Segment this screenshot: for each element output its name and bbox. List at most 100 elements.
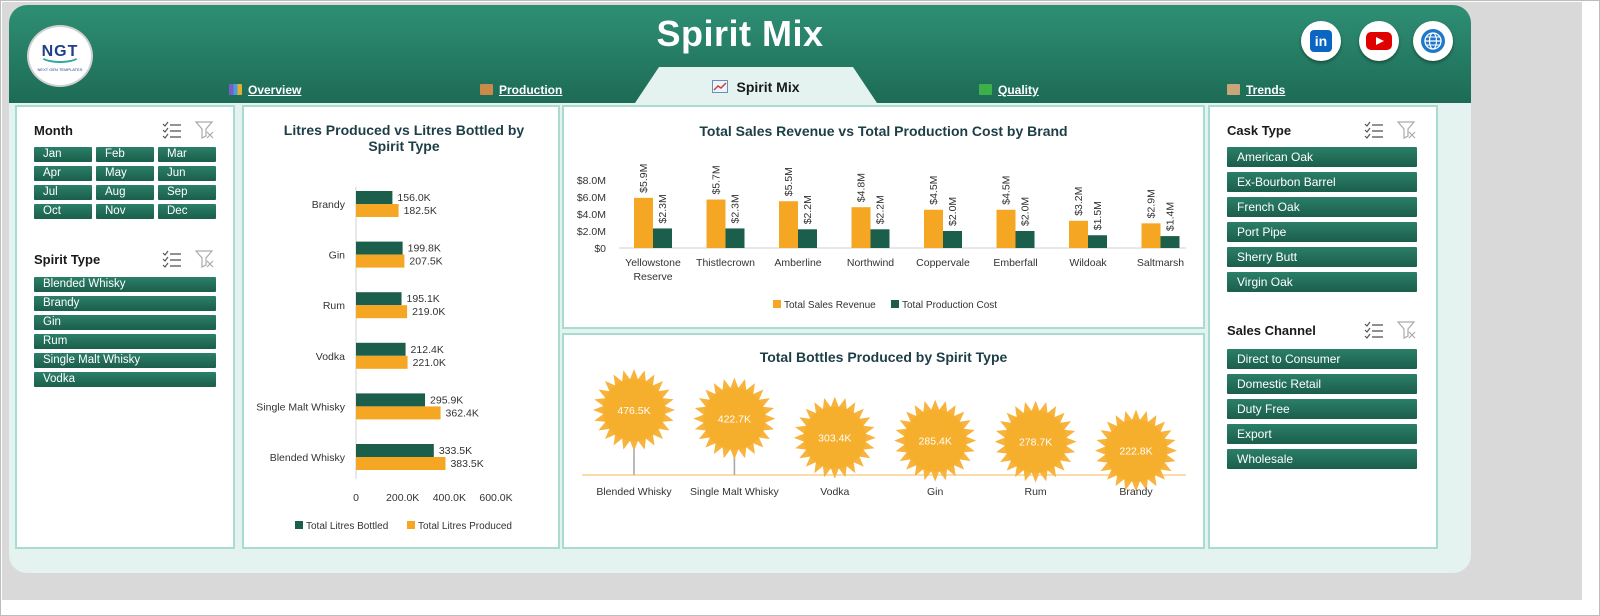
revenue-bar[interactable] — [779, 201, 798, 248]
category-label: Thistlecrown — [696, 257, 755, 269]
cost-data-label: $2.0M — [1020, 197, 1032, 226]
bottled-bar[interactable] — [356, 241, 403, 255]
revenue-bar[interactable] — [1069, 220, 1088, 248]
produced-bar[interactable] — [356, 355, 408, 369]
month-button-jul[interactable]: Jul — [34, 185, 92, 200]
month-button-jun[interactable]: Jun — [158, 166, 216, 181]
bottles-data-label: 422.7K — [718, 414, 751, 426]
cost-bar[interactable] — [725, 228, 745, 248]
cost-bar[interactable] — [870, 229, 890, 248]
tab-overview-label: Overview — [248, 83, 302, 97]
sales-channel-button[interactable]: Duty Free — [1227, 399, 1417, 419]
bottled-bar[interactable] — [356, 393, 426, 407]
cost-bar[interactable] — [653, 228, 672, 248]
spirit-type-button[interactable]: Blended Whisky — [34, 277, 216, 292]
month-button-oct[interactable]: Oct — [34, 204, 92, 219]
cost-data-label: $2.2M — [802, 195, 814, 224]
cost-bar[interactable] — [943, 231, 962, 248]
category-label: Rum — [323, 300, 345, 312]
month-button-aug[interactable]: Aug — [96, 185, 154, 200]
spirit-type-button[interactable]: Gin — [34, 315, 216, 330]
cask-type-button[interactable]: Port Pipe — [1227, 222, 1417, 242]
sales-channel-button[interactable]: Direct to Consumer — [1227, 349, 1417, 369]
revenue-bar[interactable] — [634, 197, 653, 248]
website-button[interactable] — [1413, 21, 1453, 61]
sales-channel-button[interactable]: Domestic Retail — [1227, 374, 1417, 394]
cost-bar[interactable] — [1088, 235, 1107, 248]
legend-produced: Total Litres Produced — [418, 521, 512, 532]
cask-type-button[interactable]: American Oak — [1227, 147, 1417, 167]
multi-select-icon[interactable] — [162, 121, 182, 139]
month-button-jan[interactable]: Jan — [34, 147, 92, 162]
clear-filter-icon[interactable] — [195, 121, 215, 139]
cask-type-button[interactable]: Ex-Bourbon Barrel — [1227, 172, 1417, 192]
produced-bar[interactable] — [356, 305, 408, 319]
linkedin-button[interactable]: in — [1301, 21, 1341, 61]
cost-data-label: $1.5M — [1092, 201, 1104, 230]
tab-quality[interactable]: Quality — [979, 83, 1039, 97]
tab-trends[interactable]: Trends — [1227, 83, 1285, 97]
revenue-bar[interactable] — [996, 209, 1016, 248]
month-button-apr[interactable]: Apr — [34, 166, 92, 181]
bottles-data-label: 285.4K — [919, 436, 952, 448]
bottled-bar[interactable] — [356, 444, 434, 457]
spirit-type-slicer-title: Spirit Type — [34, 252, 101, 267]
month-button-sep[interactable]: Sep — [158, 185, 216, 200]
sales-channel-button[interactable]: Export — [1227, 424, 1417, 444]
right-slicer-panel: Cask Type American Oak Ex-Bourbon Barrel F… — [1208, 105, 1438, 549]
cost-bar[interactable] — [798, 229, 817, 248]
spirit-type-button[interactable]: Single Malt Whisky — [34, 353, 216, 368]
produced-bar[interactable] — [356, 204, 399, 217]
month-button-mar[interactable]: Mar — [158, 147, 216, 162]
tab-overview[interactable]: Overview — [229, 83, 301, 97]
tab-quality-label: Quality — [998, 83, 1039, 97]
tab-trends-label: Trends — [1246, 83, 1286, 97]
category-label: Single Malt Whisky — [256, 401, 345, 413]
box-icon — [480, 84, 493, 95]
month-button-feb[interactable]: Feb — [96, 147, 154, 162]
company-logo[interactable]: NGT NEXT GEN TEMPLATES — [27, 25, 93, 87]
revenue-bar[interactable] — [1141, 223, 1161, 248]
multi-select-icon[interactable] — [162, 250, 182, 268]
produced-bar[interactable] — [356, 406, 441, 420]
revenue-bar[interactable] — [851, 207, 871, 248]
tab-spirit-mix[interactable]: Spirit Mix — [635, 67, 877, 103]
tab-production[interactable]: Production — [480, 83, 562, 97]
legend-swatch-revenue — [773, 300, 781, 308]
cask-type-button[interactable]: French Oak — [1227, 197, 1417, 217]
clear-filter-icon[interactable] — [1397, 321, 1417, 339]
category-label: Rum — [1025, 486, 1047, 498]
bottles-data-label: 476.5K — [617, 405, 650, 417]
spirit-type-button[interactable]: Rum — [34, 334, 216, 349]
multi-select-icon[interactable] — [1364, 121, 1384, 139]
bottled-data-label: 156.0K — [397, 192, 430, 204]
sales-channel-button[interactable]: Wholesale — [1227, 449, 1417, 469]
spirit-type-button[interactable]: Brandy — [34, 296, 216, 311]
produced-bar[interactable] — [356, 254, 405, 268]
multi-select-icon[interactable] — [1364, 321, 1384, 339]
month-button-dec[interactable]: Dec — [158, 204, 216, 219]
revenue-data-label: $3.2M — [1073, 187, 1085, 216]
youtube-button[interactable] — [1359, 21, 1399, 61]
cost-bar[interactable] — [1160, 236, 1180, 248]
cask-type-button[interactable]: Sherry Butt — [1227, 247, 1417, 267]
month-button-may[interactable]: May — [96, 166, 154, 181]
category-label: Yellowstone Reserve — [625, 257, 681, 283]
category-label: Brandy — [312, 199, 346, 211]
bottled-bar[interactable] — [356, 191, 393, 204]
spirit-type-button[interactable]: Vodka — [34, 372, 216, 387]
revenue-bar[interactable] — [706, 199, 726, 248]
marker-core — [904, 409, 967, 472]
cask-type-button[interactable]: Virgin Oak — [1227, 272, 1417, 292]
bottled-bar[interactable] — [356, 342, 406, 356]
revenue-bar[interactable] — [924, 209, 943, 248]
logo-swoosh-icon — [39, 47, 81, 63]
clear-filter-icon[interactable] — [1397, 121, 1417, 139]
produced-bar[interactable] — [356, 457, 446, 470]
clear-filter-icon[interactable] — [195, 250, 215, 268]
cost-bar[interactable] — [1015, 231, 1035, 248]
bottled-bar[interactable] — [356, 292, 402, 306]
month-button-nov[interactable]: Nov — [96, 204, 154, 219]
y-tick-label: $2.0M — [577, 226, 606, 238]
